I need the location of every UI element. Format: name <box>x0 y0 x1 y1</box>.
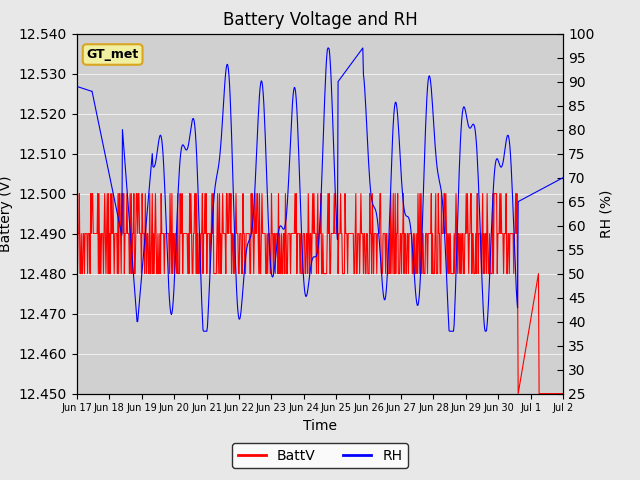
Legend: BattV, RH: BattV, RH <box>232 443 408 468</box>
Y-axis label: Battery (V): Battery (V) <box>0 175 13 252</box>
Y-axis label: RH (%): RH (%) <box>600 190 614 238</box>
Title: Battery Voltage and RH: Battery Voltage and RH <box>223 11 417 29</box>
Text: GT_met: GT_met <box>86 48 139 61</box>
X-axis label: Time: Time <box>303 419 337 433</box>
